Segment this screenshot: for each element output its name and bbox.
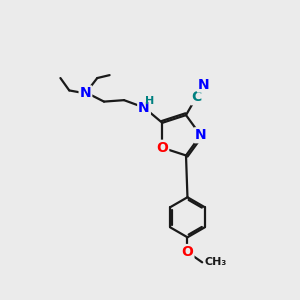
Text: O: O: [156, 141, 168, 155]
Text: CH₃: CH₃: [205, 257, 227, 267]
Text: N: N: [195, 128, 206, 142]
Text: N: N: [198, 77, 209, 92]
Text: C: C: [191, 90, 201, 104]
Text: O: O: [182, 245, 194, 259]
Text: N: N: [80, 86, 91, 100]
Text: N: N: [138, 100, 150, 115]
Text: H: H: [145, 96, 154, 106]
